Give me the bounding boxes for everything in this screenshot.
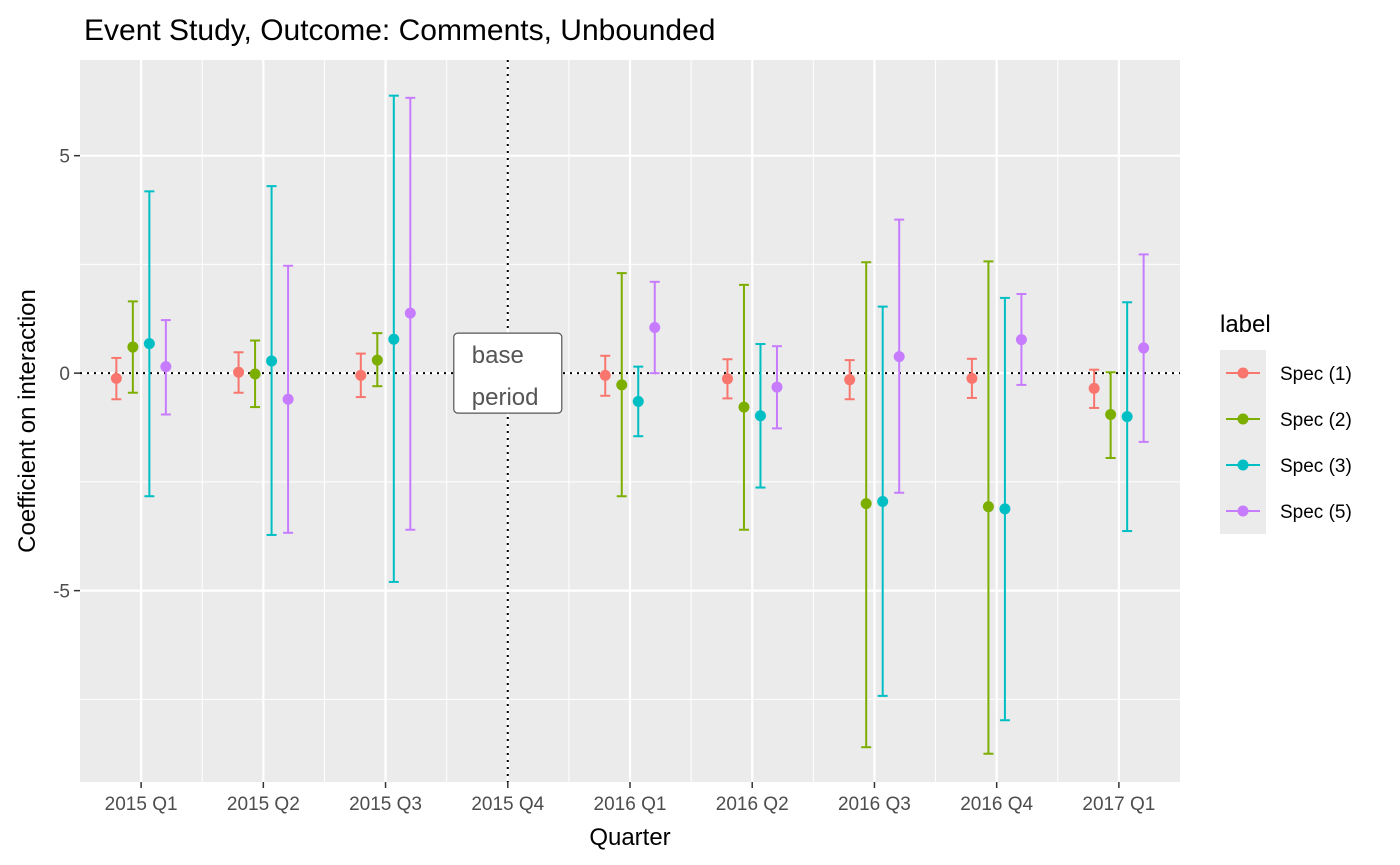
legend-key-point [1237,413,1249,425]
estimate-point [1088,382,1100,394]
x-tick-label: 2015 Q4 [471,794,544,815]
estimate-point [649,321,661,333]
grid-lines [80,60,1180,782]
annotation-text: base [472,342,524,369]
estimate-point [738,401,750,413]
legend-label: Spec (1) [1280,364,1352,385]
x-tick-label: 2015 Q1 [105,794,178,815]
annotation-box [453,332,563,414]
legend-item: Spec (5) [1220,488,1352,534]
y-axis-label: Coefficient on interaction [14,289,41,553]
estimate-point [632,395,644,407]
estimate-point [110,372,122,384]
estimate-point [371,354,383,366]
estimate-point [1105,408,1117,420]
legend-key-point [1237,459,1249,471]
estimate-point [143,338,155,350]
estimate-point [233,366,245,378]
estimate-point [966,372,978,384]
chart-title: Event Study, Outcome: Comments, Unbounde… [84,14,715,47]
legend-item: Spec (3) [1220,442,1352,488]
estimate-point [599,369,611,381]
estimate-point [999,503,1011,515]
x-tick-label: 2016 Q4 [960,794,1033,815]
series-spec-1 [110,351,1100,409]
estimate-point [860,498,872,510]
reference-lines [80,60,1180,782]
y-tick-label: 0 [59,364,70,385]
estimate-point [388,333,400,345]
series-spec-5 [160,96,1150,534]
legend-key-point [1237,505,1249,517]
legend-title: label [1220,311,1271,338]
estimate-point [616,379,628,391]
estimate-point [982,501,994,513]
x-tick-label: 2015 Q2 [227,794,300,815]
estimate-point [1121,411,1133,423]
x-tick-label: 2015 Q3 [349,794,422,815]
x-tick-label: 2016 Q2 [716,794,789,815]
estimate-point [266,355,278,367]
annotation-text: period [472,384,539,411]
legend-label: Spec (5) [1280,502,1352,523]
y-tick-label: -5 [53,582,70,603]
y-tick-label: 5 [59,147,70,168]
estimate-point [249,368,261,380]
legend-item: Spec (1) [1220,350,1352,396]
estimate-point [877,495,889,507]
estimate-point [1138,342,1150,354]
x-tick-label: 2016 Q3 [838,794,911,815]
estimate-point [404,307,416,319]
x-axis-label: Quarter [589,824,670,851]
data-marks [110,94,1150,755]
base-period-annotation: base period [453,332,563,414]
x-tick-label: 2017 Q1 [1082,794,1155,815]
estimate-point [160,361,172,373]
legend-label: Spec (3) [1280,456,1352,477]
series-spec-2 [127,260,1117,755]
legend-key-point [1237,367,1249,379]
legend: label Spec (1) Spec (2) Spec (3) Spec (5) [1220,311,1352,534]
estimate-point [127,341,139,353]
estimate-point [771,381,783,393]
estimate-point [1015,334,1027,346]
axes: 5 0 -5 2015 Q1 2015 Q2 2015 Q3 2015 Q4 2016 Q1 2… [53,147,1155,815]
estimate-point [754,410,766,422]
estimate-point [721,373,733,385]
estimate-point [282,393,294,405]
legend-label: Spec (2) [1280,410,1352,431]
legend-item: Spec (2) [1220,396,1352,442]
x-tick-label: 2016 Q1 [594,794,667,815]
estimate-point [355,369,367,381]
estimate-point [844,374,856,386]
series-spec-3 [143,94,1133,722]
estimate-point [893,351,905,363]
